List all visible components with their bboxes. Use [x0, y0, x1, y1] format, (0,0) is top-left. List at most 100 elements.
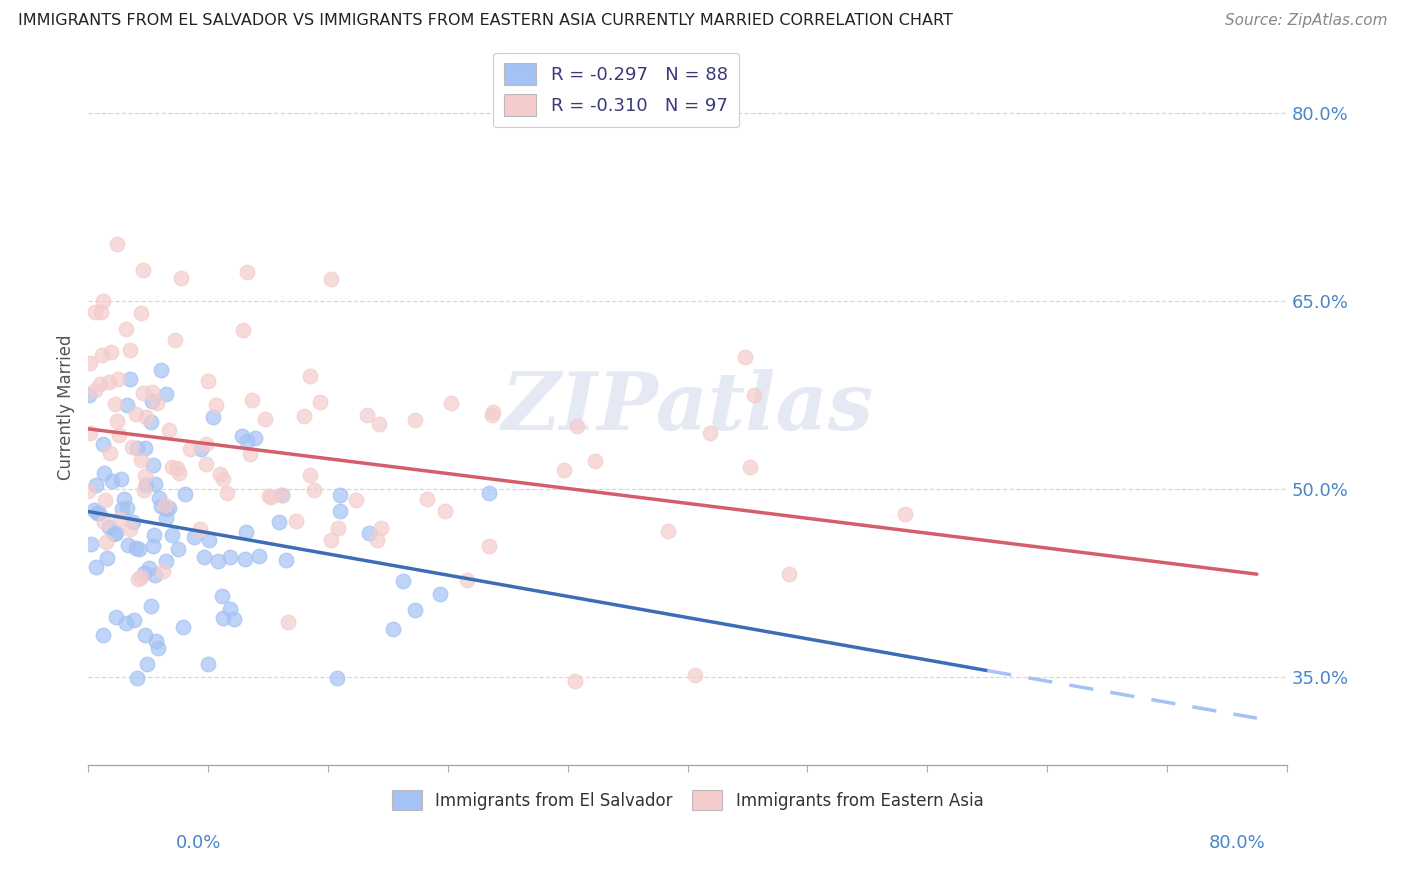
- Point: [105, 414, 128, 428]
- Point: [271, 488, 294, 502]
- Point: [299, 467, 322, 482]
- Point: [302, 483, 325, 497]
- Point: [564, 674, 586, 689]
- Point: [115, 500, 138, 515]
- Point: [132, 483, 155, 498]
- Point: [219, 550, 242, 565]
- Point: [155, 554, 177, 568]
- Point: [270, 488, 292, 502]
- Point: [683, 668, 706, 682]
- Point: [329, 487, 352, 501]
- Point: [125, 671, 148, 685]
- Point: [204, 398, 226, 412]
- Point: [98, 446, 121, 460]
- Point: [207, 554, 229, 568]
- Point: [153, 499, 176, 513]
- Point: [138, 561, 160, 575]
- Point: [163, 333, 186, 347]
- Point: [111, 502, 134, 516]
- Point: [93, 437, 115, 451]
- Point: [215, 485, 238, 500]
- Point: [195, 457, 218, 471]
- Point: [190, 442, 212, 457]
- Point: [253, 412, 276, 426]
- Point: [135, 409, 157, 424]
- Point: [231, 428, 253, 442]
- Point: [117, 538, 139, 552]
- Point: [553, 463, 575, 477]
- Point: [127, 441, 149, 455]
- Point: [127, 572, 149, 586]
- Point: [212, 472, 235, 486]
- Point: [155, 511, 177, 525]
- Point: [299, 368, 322, 383]
- Point: [120, 523, 142, 537]
- Y-axis label: Currently Married: Currently Married: [58, 334, 75, 481]
- Point: [86, 506, 108, 520]
- Point: [146, 395, 169, 409]
- Point: [404, 413, 426, 427]
- Point: [326, 671, 349, 685]
- Point: [97, 375, 120, 389]
- Point: [89, 376, 111, 391]
- Point: [368, 417, 391, 432]
- Point: [212, 610, 235, 624]
- Point: [91, 294, 114, 309]
- Point: [84, 477, 107, 491]
- Point: [142, 528, 165, 542]
- Point: [96, 551, 118, 566]
- Point: [742, 388, 765, 402]
- Point: [100, 344, 122, 359]
- Point: [141, 384, 163, 399]
- Point: [160, 528, 183, 542]
- Point: [357, 525, 380, 540]
- Point: [292, 409, 315, 423]
- Point: [260, 491, 283, 505]
- Point: [778, 566, 800, 581]
- Point: [404, 603, 426, 617]
- Point: [141, 394, 163, 409]
- Point: [482, 405, 505, 419]
- Point: [104, 526, 127, 541]
- Point: [121, 440, 143, 454]
- Point: [91, 348, 114, 362]
- Point: [699, 426, 721, 441]
- Point: [135, 657, 157, 671]
- Point: [416, 491, 439, 506]
- Point: [433, 504, 456, 518]
- Point: [115, 616, 138, 631]
- Point: [211, 590, 233, 604]
- Point: [245, 430, 267, 444]
- Point: [309, 394, 332, 409]
- Text: Source: ZipAtlas.com: Source: ZipAtlas.com: [1225, 13, 1388, 29]
- Point: [90, 305, 112, 319]
- Point: [125, 407, 148, 421]
- Point: [167, 466, 190, 480]
- Point: [257, 489, 280, 503]
- Point: [344, 493, 367, 508]
- Point: [104, 397, 127, 411]
- Point: [110, 472, 132, 486]
- Point: [894, 508, 917, 522]
- Point: [98, 520, 121, 534]
- Point: [173, 487, 195, 501]
- Point: [150, 499, 173, 513]
- Text: 80.0%: 80.0%: [1209, 834, 1265, 852]
- Point: [128, 542, 150, 557]
- Point: [456, 573, 478, 587]
- Point: [157, 423, 180, 437]
- Point: [125, 541, 148, 555]
- Point: [247, 549, 270, 564]
- Point: [79, 356, 101, 370]
- Point: [96, 534, 118, 549]
- Text: 0.0%: 0.0%: [176, 834, 221, 852]
- Point: [477, 486, 499, 500]
- Point: [179, 442, 201, 456]
- Point: [129, 570, 152, 584]
- Point: [440, 395, 463, 409]
- Point: [356, 409, 378, 423]
- Point: [105, 237, 128, 252]
- Point: [83, 383, 105, 397]
- Point: [142, 458, 165, 472]
- Point: [150, 362, 173, 376]
